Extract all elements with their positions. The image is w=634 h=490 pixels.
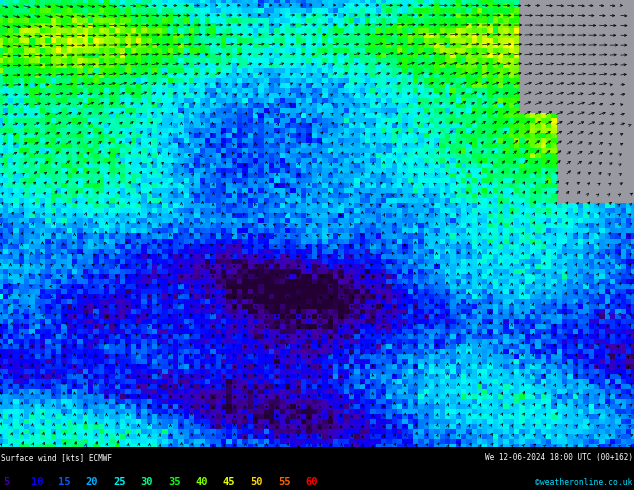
Text: We 12-06-2024 18:00 UTC (00+162): We 12-06-2024 18:00 UTC (00+162) bbox=[485, 453, 633, 463]
Text: ©weatheronline.co.uk: ©weatheronline.co.uk bbox=[534, 478, 632, 487]
Text: 10: 10 bbox=[30, 477, 43, 487]
Text: 20: 20 bbox=[86, 477, 98, 487]
Text: 45: 45 bbox=[223, 477, 235, 487]
Text: 25: 25 bbox=[113, 477, 126, 487]
Text: 55: 55 bbox=[278, 477, 290, 487]
Text: 15: 15 bbox=[58, 477, 70, 487]
Text: 40: 40 bbox=[195, 477, 208, 487]
Text: 35: 35 bbox=[168, 477, 181, 487]
Text: 60: 60 bbox=[306, 477, 318, 487]
Text: Surface wind [kts] ECMWF: Surface wind [kts] ECMWF bbox=[1, 453, 112, 463]
Text: 30: 30 bbox=[141, 477, 153, 487]
Text: 50: 50 bbox=[250, 477, 263, 487]
Text: 5: 5 bbox=[3, 477, 10, 487]
